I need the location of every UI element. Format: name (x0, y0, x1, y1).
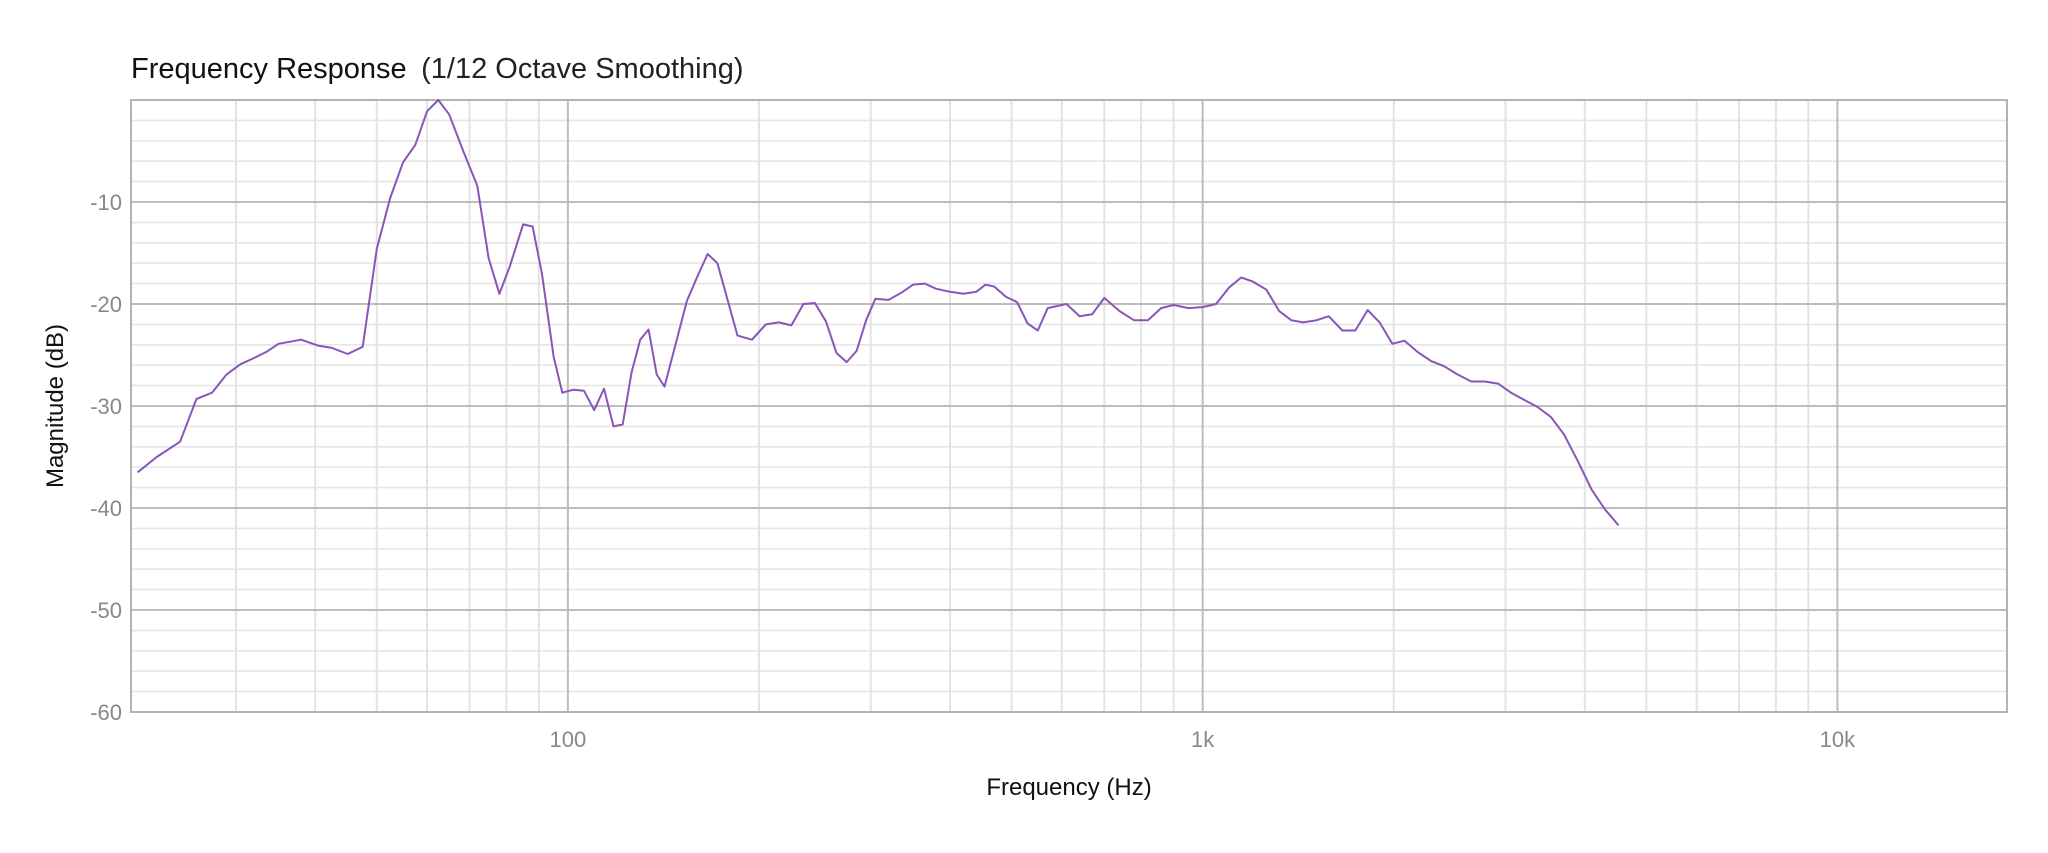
y-axis-ticks: -10 -20 -30 -40 -50 -60 (90, 190, 122, 725)
x-tick-label: 1k (1191, 727, 1215, 752)
chart-title: Frequency Response (1/12 Octave Smoothin… (131, 53, 744, 85)
major-gridlines (131, 100, 2007, 713)
y-axis-label: Magnitude (dB) (42, 324, 69, 488)
x-tick-label: 100 (550, 727, 587, 752)
chart-title-subtitle: (1/12 Octave Smoothing) (421, 53, 743, 85)
chart-title-main: Frequency Response (131, 53, 407, 85)
series-line-magnitude (136, 99, 1620, 526)
x-axis-label: Frequency (Hz) (986, 774, 1151, 801)
y-tick-label: -40 (90, 496, 122, 521)
y-tick-label: -30 (90, 394, 122, 419)
y-tick-label: -20 (90, 292, 122, 317)
x-axis-ticks: 100 1k 10k (550, 727, 1857, 752)
y-tick-label: -60 (90, 700, 122, 725)
plot-area-border (130, 99, 2008, 713)
y-tick-label: -50 (90, 598, 122, 623)
x-tick-label: 10k (1820, 727, 1856, 752)
y-tick-label: -10 (90, 190, 122, 215)
